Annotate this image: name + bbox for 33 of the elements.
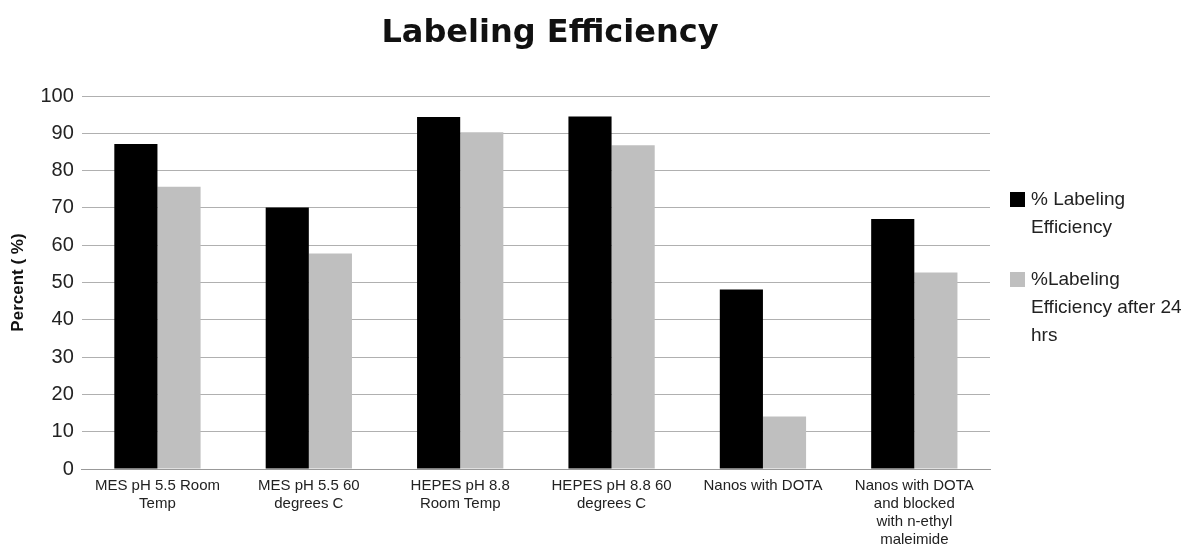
chart-title: Labeling Efficiency: [380, 12, 720, 50]
y-tick-label: 80: [51, 158, 74, 181]
y-tick-label: 60: [51, 232, 74, 255]
bar: [914, 272, 958, 469]
bar: [460, 132, 504, 469]
y-tick-label: 100: [40, 83, 74, 106]
bar: [114, 144, 158, 469]
y-tick-label: 10: [51, 419, 74, 442]
y-tick-label: 20: [51, 381, 74, 404]
y-tick-label: 30: [51, 344, 74, 367]
legend-label: % Labeling Efficiency: [1031, 187, 1127, 239]
bar: [157, 186, 201, 469]
y-tick-label: 70: [51, 195, 74, 218]
legend-label: %Labeling Efficiency after 24 hrs: [1031, 267, 1183, 347]
bar: [568, 116, 612, 469]
x-tick-label: MES pH 5.5 Room Temp: [94, 476, 220, 512]
y-tick-label: 90: [51, 120, 74, 143]
bar: [417, 116, 461, 469]
bar: [871, 219, 915, 469]
y-axis-title: Percent ( %): [7, 233, 27, 332]
x-tick-label: Nanos with DOTA and blocked with n-ethyl maleimide: [854, 476, 974, 548]
x-tick-label: MES pH 5.5 60 degrees C: [257, 476, 360, 512]
x-tick-label: Nanos with DOTA: [703, 476, 823, 494]
y-tick-label: 50: [51, 270, 74, 293]
bar: [308, 253, 352, 469]
bar: [719, 289, 763, 469]
bar: [265, 207, 309, 469]
x-tick-label: HEPES pH 8.8 Room Temp: [410, 476, 510, 512]
bar: [611, 145, 655, 469]
y-tick-label: 0: [62, 456, 74, 479]
x-tick-label: HEPES pH 8.8 60 degrees C: [551, 476, 672, 512]
bar: [762, 416, 807, 469]
y-tick-label: 40: [51, 307, 74, 330]
